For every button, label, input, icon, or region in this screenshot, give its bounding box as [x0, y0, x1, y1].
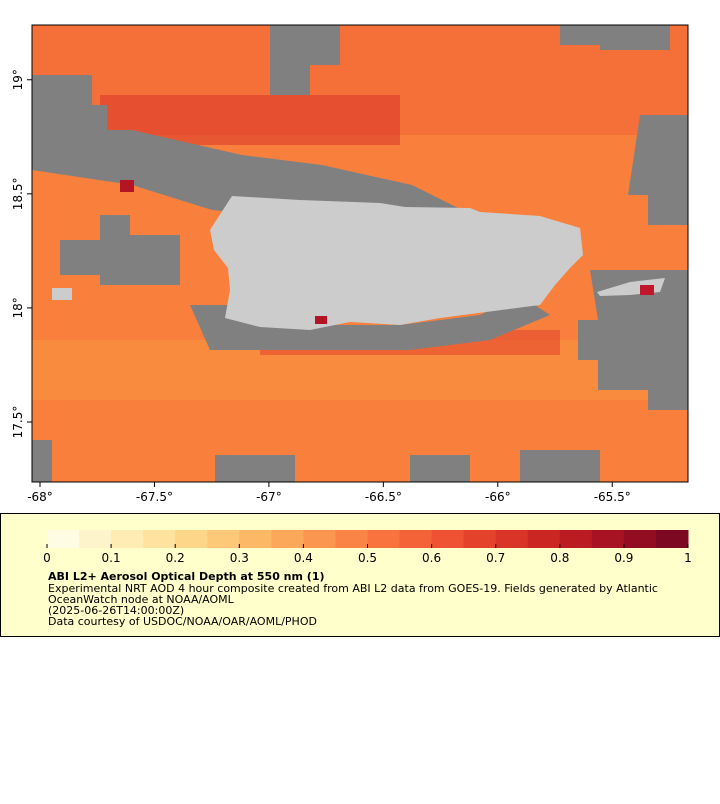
colorbar-tick-label: 0.8	[550, 551, 569, 565]
colorbar-tick-label: 0.7	[486, 551, 505, 565]
y-tick-label: 19°	[11, 69, 25, 90]
map-frame	[31, 24, 689, 483]
y-tick-label: 18.5°	[11, 177, 25, 210]
colorbar-swatch	[47, 530, 80, 548]
colorbar-tick-label: 0.6	[422, 551, 441, 565]
x-tick-label: -67.5°	[136, 490, 173, 504]
colorbar-tick-label: 0.9	[614, 551, 633, 565]
map-raster	[32, 25, 688, 482]
colorbar-swatch	[527, 530, 561, 548]
colorbar-tick-label: 0	[43, 551, 51, 565]
colorbar-swatch	[207, 530, 240, 548]
colorbar-swatch	[367, 530, 401, 548]
x-tick-label: -66.5°	[365, 490, 402, 504]
legend-line: Data courtesy of USDOC/NOAA/OAR/AOML/PHO…	[48, 615, 317, 628]
legend-title: ABI L2+ Aerosol Optical Depth at 550 nm …	[48, 570, 325, 583]
y-tick-label: 17.5°	[11, 406, 25, 439]
colorbar-swatch	[175, 530, 208, 548]
x-tick-label: -68°	[27, 490, 53, 504]
colorbar-swatch	[431, 530, 465, 548]
y-tick-label: 18°	[11, 297, 25, 318]
colorbar-swatch	[559, 530, 593, 548]
colorbar-swatch	[111, 530, 144, 548]
colorbar-swatch	[143, 530, 176, 548]
colorbar-tick-label: 0.4	[294, 551, 313, 565]
colorbar-swatch	[239, 530, 272, 548]
colorbar-swatch	[623, 530, 657, 548]
colorbar-swatch	[655, 530, 689, 548]
colorbar-swatch	[399, 530, 433, 548]
colorbar-swatch	[271, 530, 304, 548]
colorbar-tick-label: 0.3	[230, 551, 249, 565]
legend-line: Experimental NRT AOD 4 hour composite cr…	[48, 582, 658, 595]
colorbar-tick-label: 0.1	[102, 551, 121, 565]
x-tick-label: -67°	[256, 490, 282, 504]
colorbar-swatch	[463, 530, 497, 548]
colorbar-tick-label: 0.2	[166, 551, 185, 565]
x-tick-label: -65.5°	[594, 490, 631, 504]
legend-line: OceanWatch node at NOAA/AOML	[48, 593, 235, 606]
colorbar-tick-label: 0.5	[358, 551, 377, 565]
x-tick-label: -66°	[485, 490, 511, 504]
colorbar-swatch	[495, 530, 529, 548]
colorbar-swatch	[79, 530, 112, 548]
colorbar-swatch	[335, 530, 368, 548]
colorbar-swatch	[591, 530, 625, 548]
colorbar-swatch	[303, 530, 336, 548]
colorbar-tick-label: 1	[684, 551, 692, 565]
legend-line: (2025-06-26T14:00:00Z)	[48, 604, 184, 617]
